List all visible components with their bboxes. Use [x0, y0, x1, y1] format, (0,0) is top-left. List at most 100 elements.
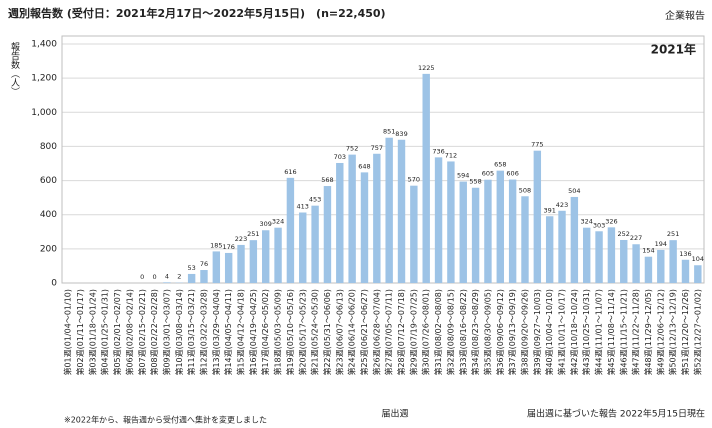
- value-label: 568: [321, 176, 333, 184]
- value-label: 504: [568, 187, 580, 195]
- x-axis-title: 届出週: [381, 408, 408, 420]
- value-label: 194: [655, 240, 667, 248]
- bar: [373, 153, 381, 283]
- value-label: 53: [187, 264, 195, 272]
- bar: [200, 270, 208, 283]
- x-tick-label: 第03週(01/18～01/24): [87, 289, 97, 376]
- x-tick-label: 第15週(04/12～04/18): [236, 289, 246, 376]
- x-tick-label: 第29週(07/19～07/25): [408, 289, 418, 376]
- value-label: 2: [177, 273, 181, 281]
- bar: [187, 273, 196, 283]
- bar: [163, 282, 171, 283]
- bar: [360, 172, 369, 283]
- y-axis-title: 報告数（人）: [9, 42, 20, 96]
- value-label: 76: [200, 260, 208, 268]
- x-tick-label: 第39週(09/27～10/03): [532, 289, 542, 376]
- value-label: 1225: [418, 64, 435, 72]
- x-tick-label: 第05週(02/01～02/07): [112, 289, 122, 376]
- x-tick-label: 第22週(05/31～06/06): [322, 289, 332, 376]
- x-tick-label: 第50週(12/13～12/19): [668, 289, 678, 376]
- bar: [471, 187, 480, 283]
- x-tick-label: 第13週(03/29～04/04): [211, 289, 221, 376]
- x-tick-label: 第20週(05/17～05/23): [297, 289, 307, 376]
- value-label: 227: [630, 234, 642, 242]
- bar: [385, 137, 393, 283]
- x-tick-label: 第25週(06/21～06/27): [359, 289, 369, 376]
- corner-label: 企業報告: [665, 9, 705, 22]
- x-tick-label: 第32週(08/09～08/15): [445, 289, 455, 376]
- x-tick-label: 第28週(07/12～07/18): [396, 289, 406, 376]
- value-label: 423: [556, 201, 568, 209]
- x-tick-label: 第44週(11/01～11/07): [594, 289, 604, 376]
- plot-frame: [61, 35, 705, 284]
- inset-label: 2021年: [651, 42, 696, 57]
- bar: [434, 157, 443, 283]
- x-tick-label: 第52週(12/27～01/02): [692, 289, 702, 376]
- bar: [681, 259, 690, 283]
- x-tick-label: 第17週(04/26～05/02): [260, 289, 270, 376]
- value-label: 252: [618, 230, 630, 238]
- x-tick-label: 第26週(06/28～07/04): [371, 289, 381, 376]
- value-label: 558: [469, 178, 481, 186]
- bar: [237, 244, 245, 283]
- bar: [484, 179, 492, 283]
- x-tick-label: 第38週(09/20～09/26): [519, 289, 529, 376]
- x-tick-label: 第30週(07/26～08/01): [421, 289, 431, 376]
- value-label: 223: [235, 235, 247, 243]
- bar: [632, 244, 640, 283]
- footnote: ※2022年から、報告週から受付週へ集計を変更しました: [64, 415, 267, 425]
- x-tick-label: 第24週(06/14～06/20): [347, 289, 357, 376]
- x-tick-label: 第45週(11/08～11/14): [606, 289, 616, 376]
- value-label: 752: [346, 145, 358, 153]
- bar: [595, 231, 603, 283]
- x-tick-label: 第21週(05/24～05/30): [310, 289, 320, 376]
- bar: [459, 181, 467, 283]
- x-tick-label: 第35週(08/30～09/05): [482, 289, 492, 376]
- bar: [274, 227, 282, 283]
- bar: [397, 139, 406, 283]
- x-tick-label: 第37週(09/13～09/19): [507, 289, 517, 376]
- value-label: 508: [519, 186, 531, 194]
- value-label: 712: [445, 151, 457, 159]
- bar: [262, 230, 270, 283]
- x-tick-label: 第08週(02/22～02/28): [149, 289, 159, 376]
- value-label: 251: [247, 230, 259, 238]
- bar: [545, 216, 554, 283]
- x-tick-label: 第31週(08/02～08/08): [433, 289, 443, 376]
- value-label: 594: [457, 172, 469, 180]
- chart-title: 週別報告数 (受付日：2021年2月17日～2022年5月15日) (n=22,…: [8, 6, 386, 20]
- value-label: 775: [531, 141, 543, 149]
- bar: [583, 227, 591, 283]
- x-tick-label: 第42週(10/18～10/24): [569, 289, 579, 376]
- y-tick-label: 600: [40, 176, 57, 186]
- x-tick-label: 第34週(08/23～08/29): [470, 289, 480, 376]
- value-label: 0: [153, 273, 157, 281]
- x-tick-label: 第18週(05/03～05/09): [273, 289, 283, 376]
- bar: [657, 249, 665, 283]
- bar: [249, 240, 258, 283]
- value-label: 324: [272, 218, 284, 226]
- bar: [508, 179, 517, 283]
- bar: [521, 196, 529, 283]
- bar: [410, 185, 418, 283]
- value-label: 136: [679, 250, 691, 258]
- value-label: 736: [432, 147, 444, 155]
- x-tick-label: 第10週(03/08～03/14): [174, 289, 184, 376]
- value-label: 851: [383, 128, 395, 136]
- bar: [286, 177, 295, 283]
- value-label: 605: [482, 170, 494, 178]
- value-label: 839: [395, 130, 407, 138]
- y-tick-label: 400: [40, 210, 57, 220]
- bar: [607, 227, 616, 283]
- x-tick-label: 第23週(06/07～06/13): [334, 289, 344, 376]
- value-label: 154: [642, 247, 654, 255]
- bar: [694, 265, 702, 283]
- x-tick-label: 第06週(02/08～02/14): [124, 289, 134, 376]
- x-tick-label: 第04週(01/25～01/31): [100, 289, 110, 376]
- x-tick-label: 第27週(07/05～07/11): [384, 289, 394, 376]
- value-label: 185: [210, 241, 222, 249]
- bar: [224, 252, 233, 283]
- x-tick-label: 第43週(10/25～10/31): [581, 289, 591, 376]
- bar: [323, 186, 332, 283]
- value-label: 648: [358, 162, 370, 170]
